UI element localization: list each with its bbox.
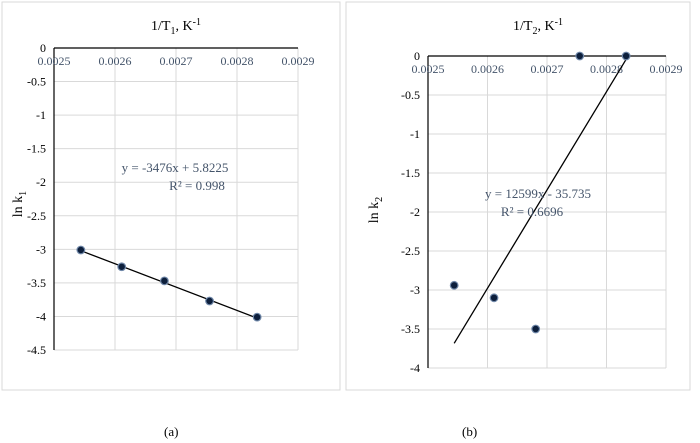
data-point <box>252 312 262 322</box>
y-tick-label: -1.5 <box>401 166 420 180</box>
x-tick-label: 0.0028 <box>590 62 623 76</box>
panel-caption-b: (b) <box>462 424 478 439</box>
chart-frame-a <box>1 1 341 391</box>
data-point <box>76 245 86 255</box>
y-tick-label: -2.5 <box>27 209 46 223</box>
data-point <box>449 280 459 290</box>
y-tick-label: -3.5 <box>27 276 46 290</box>
y-tick-label: -2.5 <box>401 244 420 258</box>
y-tick-label: -4 <box>410 361 420 375</box>
x-tick-label: 0.0029 <box>282 54 315 68</box>
trendline <box>453 58 627 344</box>
trendline-equation: y = -3476x + 5.8225 <box>122 160 229 175</box>
y-tick-label: -0.5 <box>27 75 46 89</box>
data-point <box>205 296 214 306</box>
x-tick-label: 0.0027 <box>160 54 193 68</box>
x-tick-label: 0.0026 <box>99 54 132 68</box>
data-point <box>160 276 169 286</box>
y-axis-label-a: ln k1 <box>11 191 29 217</box>
x-tick-label: 0.0028 <box>221 54 254 68</box>
trendline <box>80 250 258 319</box>
chart-title-a: 1/T1, K-1 <box>151 17 201 37</box>
x-tick-label: 0.0025 <box>38 54 71 68</box>
y-tick-label: 0 <box>414 49 420 63</box>
y-tick-label: -1 <box>410 127 420 141</box>
data-point <box>575 51 585 61</box>
panel-caption-a: (a) <box>164 424 179 439</box>
data-point <box>531 324 541 334</box>
x-tick-label: 0.0025 <box>412 62 445 76</box>
x-tick-label: 0.0027 <box>531 62 564 76</box>
x-tick-label: 0.0026 <box>471 62 504 76</box>
y-tick-label: -1 <box>36 108 46 122</box>
data-point <box>621 51 631 61</box>
y-axis-label-b: ln k2 <box>367 197 385 223</box>
y-tick-label: -3 <box>36 242 46 256</box>
y-tick-label: -4 <box>36 309 46 323</box>
r-squared-label: R² = 0.998 <box>169 178 225 193</box>
chart-frame-b <box>345 1 691 391</box>
x-tick-label: 0.0029 <box>650 62 683 76</box>
r-squared-label: R² = 0.6696 <box>501 204 564 219</box>
chart-panel-b: 0.0025 0.0026 0.0027 0.0028 0.0029 0 -0.5 -1 -1.… <box>345 1 691 391</box>
y-tick-label: -4.5 <box>27 343 46 357</box>
y-tick-label: -2 <box>410 205 420 219</box>
y-tick-label: -0.5 <box>401 88 420 102</box>
chart-title-b: 1/T2, K-1 <box>513 17 563 37</box>
y-tick-label: -3 <box>410 283 420 297</box>
y-tick-label: -2 <box>36 175 46 189</box>
chart-panel-a: 0.0025 0.0026 0.0027 0.0028 0.0029 0 -0.5 -1 -1.… <box>1 1 341 391</box>
data-point <box>117 262 127 272</box>
y-tick-label: -3.5 <box>401 322 420 336</box>
y-tick-label: -1.5 <box>27 142 46 156</box>
y-tick-label: 0 <box>40 41 46 55</box>
data-point <box>489 293 499 303</box>
trendline-equation: y = 12599x - 35.735 <box>485 186 591 201</box>
